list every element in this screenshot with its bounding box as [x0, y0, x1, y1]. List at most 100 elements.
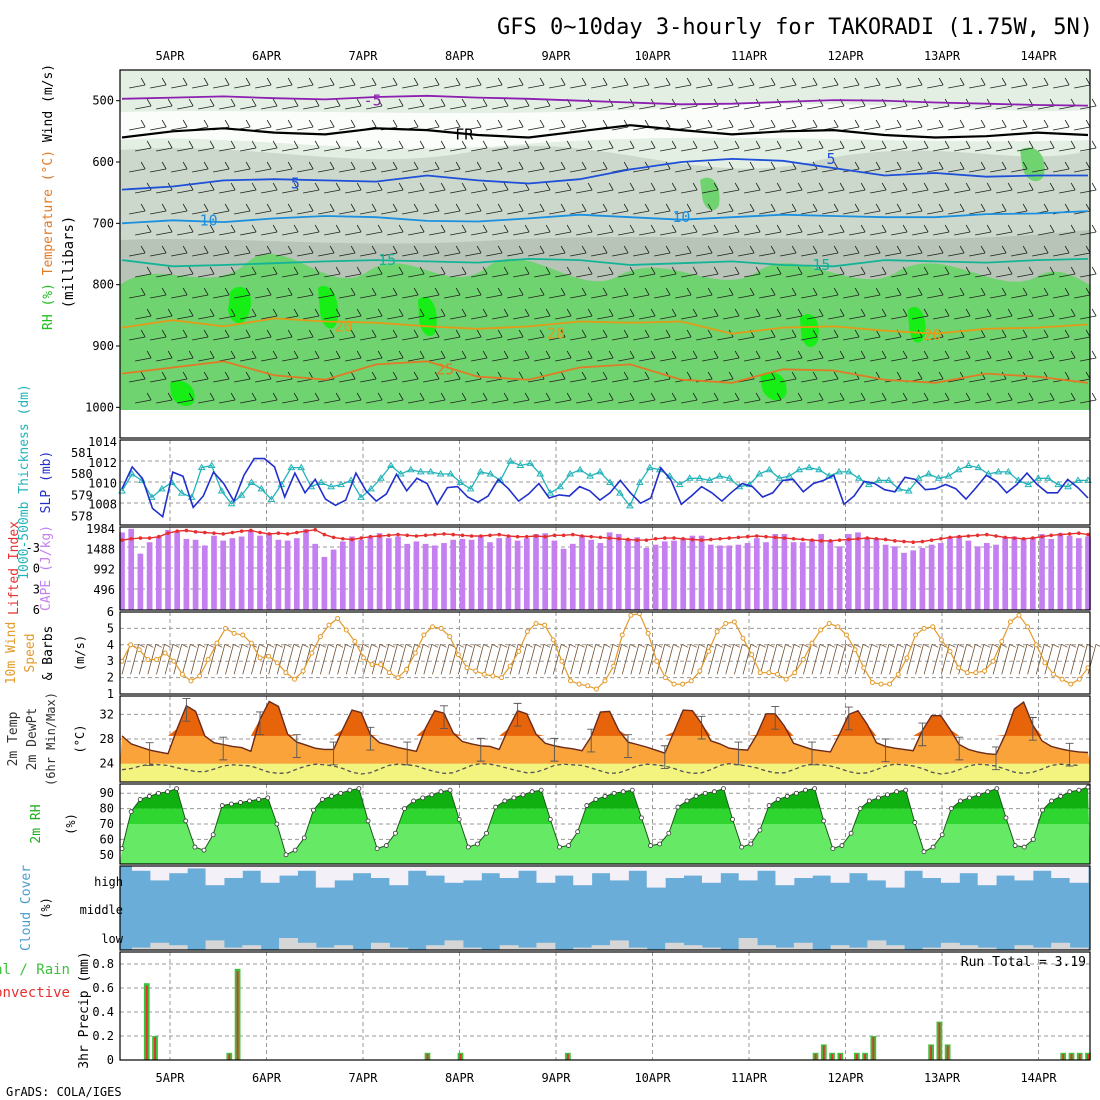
rh-point [411, 798, 417, 804]
lifted-index-point [994, 534, 998, 538]
thickness-point [416, 467, 425, 475]
rh-point [866, 798, 872, 804]
wind-barb [923, 643, 939, 675]
lifted-index-point [782, 536, 787, 540]
thickness-point [715, 472, 724, 479]
contour-label: 5 [827, 150, 836, 168]
thickness-point [456, 478, 465, 485]
wind-speed-point [128, 642, 134, 648]
date-label-top: 11APR [731, 49, 768, 63]
precip-convective-bar [566, 1054, 569, 1060]
contour-line [121, 257, 1089, 268]
thickness-point [566, 470, 575, 477]
rh-ylabel: 2m RH [29, 804, 44, 843]
rh-point [292, 847, 298, 853]
lifted-index-point [1077, 531, 1081, 536]
wind-speed-point [257, 655, 263, 661]
wind-tick: 4 [107, 638, 114, 652]
cape-tick: 496 [93, 583, 115, 597]
cape-bar [284, 540, 291, 610]
wind-speed-point [1016, 612, 1022, 618]
thickness-point [596, 467, 604, 475]
wind-speed-point [499, 675, 504, 681]
wind-speed-point [835, 624, 841, 630]
dewpoint-line [121, 762, 1079, 775]
wind-barb [181, 643, 197, 675]
cape-bar [201, 545, 208, 610]
wind-barb [656, 643, 671, 675]
wind-barb [483, 643, 499, 675]
cape-bar [873, 538, 880, 610]
thickness-point [177, 489, 186, 496]
rh-point [201, 847, 207, 853]
thickness-point [934, 474, 943, 481]
wind-speed-point [585, 683, 591, 689]
rh-point [894, 789, 900, 795]
thickness-point [685, 474, 694, 481]
temp-minmax-bar [292, 734, 301, 758]
lifted-index-point [902, 539, 906, 544]
wind-speed-point [378, 661, 384, 667]
wind-tick: 3 [107, 654, 114, 668]
rh-point [247, 798, 252, 804]
lifted-index-point [837, 538, 842, 542]
rh-point [848, 830, 854, 836]
rh-point [219, 803, 225, 808]
rh-point [356, 786, 362, 792]
lifted-index-point [249, 528, 253, 533]
cape-bar [689, 535, 696, 610]
date-label-top: 8APR [445, 49, 475, 63]
wind-speed-point [826, 620, 832, 626]
wind-barb [604, 643, 620, 675]
wind-barb [742, 643, 758, 675]
cape-frame [119, 526, 1091, 611]
rh-point [174, 786, 180, 792]
temp-minmax-bar [697, 715, 706, 740]
pressure-tick: 900 [92, 339, 114, 353]
wind-speed-point [757, 670, 763, 676]
wind-frame [119, 611, 1091, 695]
lifted-index-point [948, 535, 952, 540]
lifted-index-point [580, 534, 584, 538]
wind-barb [276, 643, 292, 675]
rh-point [912, 820, 918, 825]
thickness-point [944, 472, 953, 479]
wind-speed-point [714, 629, 720, 635]
thickness-point [745, 480, 754, 488]
contour-line [121, 94, 1089, 107]
temp-minmax-bar [624, 734, 632, 758]
thickness-point [436, 470, 445, 477]
wind-speed-point [300, 668, 306, 674]
wind-speed-point [852, 647, 858, 653]
thickness-point [1024, 480, 1033, 488]
rh-point [739, 844, 745, 850]
slp-tick: 1014 [88, 435, 117, 449]
rh-point [511, 795, 517, 801]
lifted-index-point [801, 537, 805, 542]
lifted-index-point [985, 532, 989, 537]
precip-convective-bar [1087, 1054, 1089, 1060]
wind-speed-point [749, 652, 755, 658]
wind-barb [1061, 643, 1077, 675]
wind-speed-point [938, 637, 944, 643]
date-label-bottom: 13APR [924, 1071, 961, 1085]
contour-line [121, 360, 1089, 384]
lifted-index-point [810, 538, 814, 542]
precip-convective-bar [938, 1022, 941, 1060]
lifted-index-point [847, 537, 851, 542]
rh-point [648, 843, 653, 848]
wind-speed-point [1033, 642, 1039, 648]
temp-minmax-bar [955, 736, 964, 761]
precip-frame [119, 951, 1091, 1061]
rh-point [1021, 844, 1027, 850]
wind-barb [880, 643, 896, 675]
wind-barb [285, 643, 301, 675]
cape-bar [1066, 535, 1073, 610]
thickness-point [705, 476, 714, 483]
rh-point [283, 852, 289, 858]
cape-bar [882, 544, 889, 610]
precip-convective-bar [855, 1054, 858, 1060]
precip-convective-bar [822, 1045, 825, 1060]
lifted-index-point [699, 538, 704, 542]
